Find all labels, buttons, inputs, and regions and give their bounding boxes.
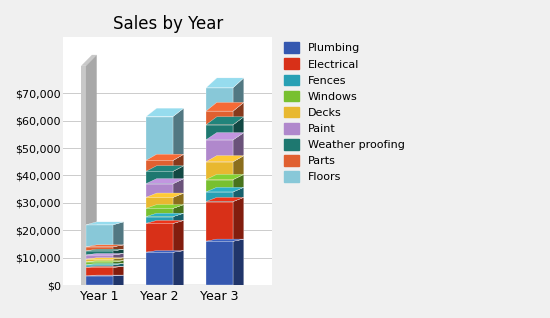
Polygon shape bbox=[113, 264, 124, 267]
Bar bbox=[86, 262, 113, 265]
Bar bbox=[81, 66, 86, 285]
Polygon shape bbox=[86, 266, 124, 267]
Bar bbox=[86, 225, 113, 247]
Bar bbox=[206, 202, 233, 241]
Polygon shape bbox=[146, 213, 184, 217]
Bar bbox=[146, 224, 173, 252]
Polygon shape bbox=[173, 204, 184, 217]
Polygon shape bbox=[113, 249, 124, 255]
Polygon shape bbox=[86, 245, 124, 247]
Polygon shape bbox=[233, 187, 244, 202]
Polygon shape bbox=[173, 193, 184, 208]
Polygon shape bbox=[146, 108, 184, 117]
Title: Sales by Year: Sales by Year bbox=[113, 15, 223, 33]
Bar bbox=[146, 252, 173, 285]
Polygon shape bbox=[81, 55, 97, 66]
Bar bbox=[146, 184, 173, 197]
Polygon shape bbox=[206, 117, 244, 125]
Legend: Plumbing, Electrical, Fences, Windows, Decks, Paint, Weather proofing, Parts, Fl: Plumbing, Electrical, Fences, Windows, D… bbox=[280, 38, 409, 187]
Polygon shape bbox=[146, 166, 184, 171]
Polygon shape bbox=[233, 239, 244, 285]
Polygon shape bbox=[86, 258, 124, 259]
Polygon shape bbox=[146, 154, 184, 160]
Polygon shape bbox=[233, 156, 244, 180]
Bar bbox=[86, 265, 113, 267]
Bar bbox=[206, 162, 233, 180]
Polygon shape bbox=[233, 102, 244, 125]
Bar bbox=[206, 192, 233, 202]
Bar bbox=[146, 117, 173, 160]
Polygon shape bbox=[146, 204, 184, 208]
Polygon shape bbox=[206, 102, 244, 111]
Polygon shape bbox=[86, 55, 97, 285]
Bar bbox=[206, 180, 233, 192]
Bar bbox=[86, 259, 113, 262]
Polygon shape bbox=[173, 179, 184, 197]
Bar bbox=[146, 208, 173, 217]
Bar bbox=[86, 255, 113, 259]
Polygon shape bbox=[113, 222, 124, 247]
Polygon shape bbox=[113, 245, 124, 251]
Bar bbox=[206, 111, 233, 125]
Polygon shape bbox=[206, 78, 244, 88]
Bar bbox=[146, 171, 173, 184]
Polygon shape bbox=[146, 193, 184, 197]
Polygon shape bbox=[233, 133, 244, 162]
Polygon shape bbox=[173, 166, 184, 184]
Bar bbox=[86, 251, 113, 255]
Polygon shape bbox=[233, 117, 244, 140]
Polygon shape bbox=[206, 239, 244, 241]
Bar bbox=[206, 140, 233, 162]
Bar bbox=[146, 160, 173, 171]
Polygon shape bbox=[146, 220, 184, 224]
Polygon shape bbox=[146, 179, 184, 184]
Polygon shape bbox=[173, 213, 184, 224]
Bar bbox=[206, 125, 233, 140]
Polygon shape bbox=[173, 220, 184, 252]
Polygon shape bbox=[113, 253, 124, 259]
Polygon shape bbox=[86, 222, 124, 225]
Polygon shape bbox=[206, 197, 244, 202]
Polygon shape bbox=[206, 156, 244, 162]
Bar bbox=[206, 241, 233, 285]
Bar bbox=[146, 217, 173, 224]
Polygon shape bbox=[233, 78, 244, 111]
Polygon shape bbox=[113, 258, 124, 262]
Polygon shape bbox=[233, 197, 244, 241]
Bar bbox=[206, 88, 233, 111]
Polygon shape bbox=[86, 253, 124, 255]
Polygon shape bbox=[173, 108, 184, 160]
Polygon shape bbox=[206, 174, 244, 180]
Bar bbox=[86, 275, 113, 285]
Polygon shape bbox=[173, 154, 184, 171]
Polygon shape bbox=[206, 187, 244, 192]
Polygon shape bbox=[113, 266, 124, 275]
Polygon shape bbox=[206, 133, 244, 140]
Polygon shape bbox=[146, 251, 184, 252]
Bar bbox=[86, 247, 113, 251]
Polygon shape bbox=[86, 264, 124, 265]
Polygon shape bbox=[86, 261, 124, 262]
Polygon shape bbox=[113, 275, 124, 285]
Polygon shape bbox=[86, 249, 124, 251]
Polygon shape bbox=[113, 261, 124, 265]
Bar bbox=[146, 197, 173, 208]
Polygon shape bbox=[173, 251, 184, 285]
Polygon shape bbox=[233, 174, 244, 192]
Bar bbox=[86, 267, 113, 275]
